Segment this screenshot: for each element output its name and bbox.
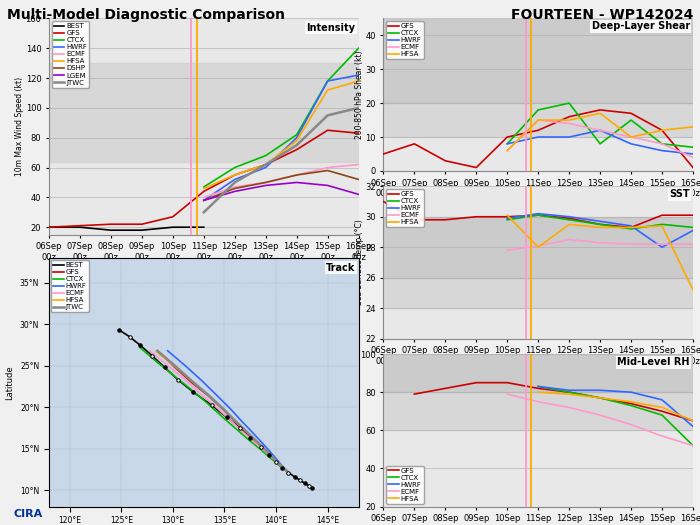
Bar (384, 278, 693, 308)
Legend: GFS, CTCX, HWRF, ECMF, HFSA: GFS, CTCX, HWRF, ECMF, HFSA (386, 189, 424, 227)
Legend: GFS, CTCX, HWRF, ECMF, HFSA: GFS, CTCX, HWRF, ECMF, HFSA (386, 466, 424, 504)
Y-axis label: 700-500 hPa Humidity (%): 700-500 hPa Humidity (%) (349, 380, 358, 481)
Text: CIRA: CIRA (14, 509, 43, 519)
Y-axis label: 200-850 hPa Shear (kt): 200-850 hPa Shear (kt) (355, 50, 364, 139)
Y-axis label: Sea Surface Temp (°C): Sea Surface Temp (°C) (355, 219, 364, 306)
Y-axis label: 10m Max Wind Speed (kt): 10m Max Wind Speed (kt) (15, 77, 24, 176)
Text: Deep-Layer Shear: Deep-Layer Shear (592, 22, 690, 32)
Bar (384, 18, 693, 103)
Text: Multi-Model Diagnostic Comparison: Multi-Model Diagnostic Comparison (7, 8, 285, 22)
Bar (384, 354, 693, 392)
Text: Track: Track (326, 263, 356, 273)
Legend: GFS, CTCX, HWRF, ECMF, HFSA: GFS, CTCX, HWRF, ECMF, HFSA (386, 21, 424, 59)
Text: Intensity: Intensity (307, 23, 356, 33)
Y-axis label: Latitude: Latitude (6, 365, 14, 400)
Legend: BEST, GFS, CTCX, HWRF, ECMF, HFSA, DSHP, LGEM, JTWC: BEST, GFS, CTCX, HWRF, ECMF, HFSA, DSHP,… (52, 21, 90, 88)
Bar (384, 217, 693, 278)
Text: SST: SST (669, 189, 690, 200)
Bar (49, 63, 358, 162)
Legend: BEST, GFS, CTCX, HWRF, ECMF, HFSA, JTWC: BEST, GFS, CTCX, HWRF, ECMF, HFSA, JTWC (51, 260, 89, 312)
Text: FOURTEEN - WP142024: FOURTEEN - WP142024 (510, 8, 693, 22)
Bar (384, 103, 693, 137)
Bar (384, 392, 693, 430)
Text: Mid-Level RH: Mid-Level RH (617, 357, 690, 367)
